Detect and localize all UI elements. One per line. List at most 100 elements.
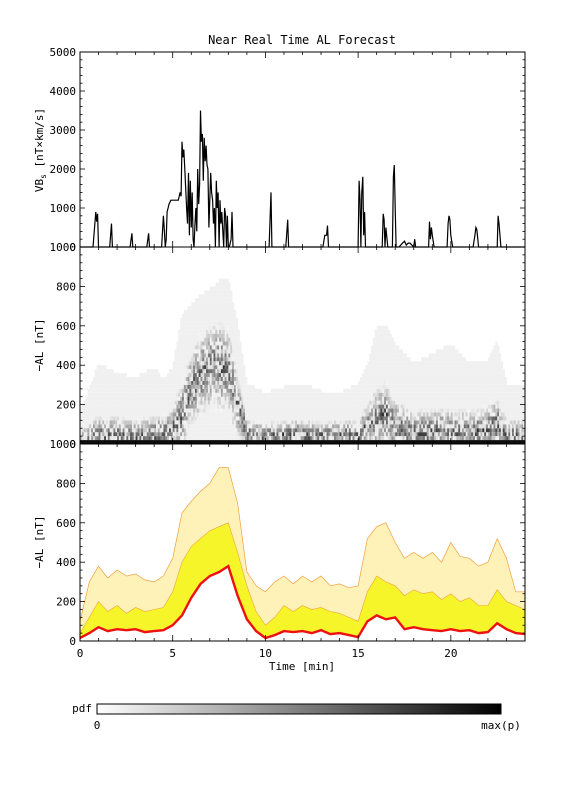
heatmap-cell: [374, 392, 378, 397]
heatmap-cell: [144, 428, 148, 433]
heatmap-cell: [389, 440, 392, 444]
heatmap-cell: [104, 365, 107, 370]
heatmap-cell: [193, 365, 196, 370]
heatmap-cell: [211, 377, 214, 381]
heatmap-cell: [469, 428, 472, 433]
heatmap-cell: [152, 408, 155, 413]
heatmap-cell: [380, 388, 383, 393]
heatmap-cell: [217, 428, 220, 433]
heatmap-cell: [178, 400, 181, 405]
heatmap-cell: [224, 333, 227, 338]
heatmap-cell: [230, 317, 233, 322]
heatmap-cell: [345, 396, 348, 401]
heatmap-cell: [211, 345, 214, 350]
heatmap-cell: [313, 392, 316, 397]
heatmap-cell: [183, 369, 187, 374]
heatmap-cell: [408, 357, 411, 362]
heatmap-cell: [315, 440, 318, 444]
heatmap-cell: [380, 396, 383, 401]
heatmap-cell: [189, 420, 192, 425]
heatmap-cell: [415, 361, 418, 366]
heatmap-cell: [448, 377, 452, 381]
heatmap-cell: [374, 353, 378, 358]
heatmap-cell: [387, 365, 391, 370]
heatmap-cell: [133, 432, 137, 437]
heatmap-cell: [378, 424, 381, 429]
heatmap-cell: [304, 424, 307, 429]
heatmap-cell: [220, 420, 224, 425]
heatmap-cell: [131, 436, 135, 441]
heatmap-cell: [248, 440, 251, 444]
heatmap-cell: [332, 412, 335, 417]
heatmap-cell: [304, 400, 307, 405]
heatmap-cell: [237, 428, 240, 433]
heatmap-cell: [222, 317, 226, 322]
heatmap-cell: [487, 361, 491, 366]
heatmap-cell: [111, 384, 114, 389]
heatmap-cell: [372, 353, 376, 358]
heatmap-cell: [159, 424, 162, 429]
heatmap-cell: [367, 408, 370, 413]
heatmap-cell: [445, 377, 448, 381]
heatmap-cell: [96, 428, 99, 433]
heatmap-cell: [417, 440, 420, 444]
heatmap-cell: [372, 428, 376, 433]
heatmap-cell: [391, 384, 394, 389]
heatmap-cell: [202, 325, 205, 330]
heatmap-cell: [276, 436, 279, 441]
heatmap-cell: [309, 432, 313, 437]
heatmap-cell: [83, 432, 86, 437]
heatmap-cell: [83, 412, 86, 417]
heatmap-cell: [96, 420, 99, 425]
heatmap-cell: [385, 396, 389, 401]
heatmap-cell: [443, 361, 446, 366]
heatmap-cell: [183, 380, 187, 385]
heatmap-cell: [245, 424, 248, 429]
heatmap-cell: [335, 404, 339, 409]
heatmap-cell: [248, 388, 251, 393]
heatmap-cell: [220, 369, 224, 374]
heatmap-cell: [476, 400, 480, 405]
heatmap-cell: [228, 428, 231, 433]
heatmap-cell: [447, 357, 450, 362]
heatmap-cell: [207, 353, 211, 358]
heatmap-cell: [434, 432, 437, 437]
heatmap-cell: [115, 428, 118, 433]
heatmap-cell: [196, 298, 200, 303]
heatmap-cell: [241, 357, 244, 362]
heatmap-cell: [415, 412, 418, 417]
heatmap-cell: [291, 400, 294, 405]
heatmap-cell: [83, 436, 86, 441]
heatmap-cell: [454, 369, 457, 374]
heatmap-cell: [476, 404, 480, 409]
heatmap-cell: [424, 436, 428, 441]
heatmap-cell: [258, 388, 261, 393]
heatmap-cell: [417, 408, 420, 413]
heatmap-cell: [259, 432, 263, 437]
heatmap-cell: [443, 380, 446, 385]
heatmap-cell: [224, 424, 227, 429]
heatmap-cell: [196, 369, 200, 374]
heatmap-cell: [226, 333, 229, 338]
heatmap-cell: [181, 317, 185, 322]
heatmap-cell: [176, 369, 179, 374]
heatmap-cell: [424, 392, 428, 397]
heatmap-cell: [452, 412, 455, 417]
heatmap-cell: [339, 416, 342, 421]
heatmap-cell: [148, 377, 151, 381]
heatmap-cell: [437, 384, 441, 389]
heatmap-cell: [358, 404, 361, 409]
heatmap-cell: [404, 373, 407, 378]
heatmap-cell: [406, 432, 409, 437]
heatmap-cell: [352, 388, 355, 393]
heatmap-cell: [393, 408, 396, 413]
heatmap-cell: [131, 440, 135, 444]
heatmap-cell: [159, 388, 162, 393]
heatmap-cell: [193, 428, 196, 433]
heatmap-cell: [111, 388, 114, 393]
heatmap-cell: [430, 384, 433, 389]
heatmap-cell: [215, 424, 218, 429]
heatmap-cell: [272, 416, 276, 421]
heatmap-cell: [460, 380, 463, 385]
heatmap-cell: [300, 384, 303, 389]
